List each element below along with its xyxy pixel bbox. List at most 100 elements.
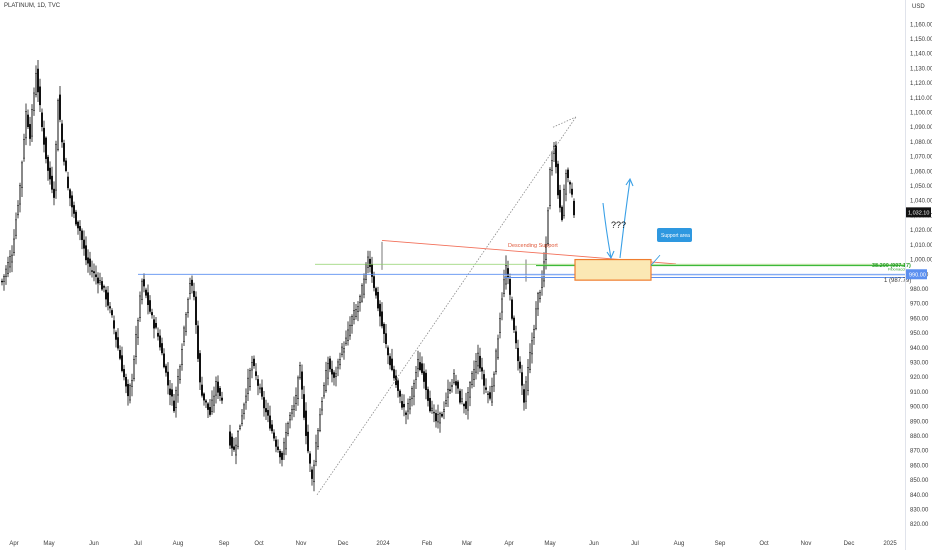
price-tick-label: 930.00: [910, 360, 929, 366]
candle-body: [567, 169, 569, 178]
candle: [451, 379, 453, 393]
candle-body: [331, 368, 333, 375]
arrow-down-head: [606, 250, 615, 260]
candle-body: [45, 137, 47, 159]
candle: [61, 119, 63, 148]
price-tick-label: 1,020.00: [910, 228, 932, 234]
candle: [473, 360, 475, 388]
candle-body: [81, 230, 83, 240]
candle: [433, 404, 435, 423]
candle: [413, 379, 415, 406]
candle: [197, 320, 199, 363]
candle-body: [337, 361, 339, 369]
candle-body: [545, 244, 547, 260]
candle-body: [185, 314, 187, 332]
candle-body: [199, 353, 201, 383]
candle-body: [311, 469, 313, 479]
candle: [109, 302, 111, 314]
candle: [177, 368, 179, 403]
candle-body: [491, 386, 493, 403]
candle: [133, 355, 135, 382]
candle: [341, 342, 343, 358]
time-tick-label: 2025: [883, 541, 897, 547]
candle-body: [153, 319, 155, 329]
candle: [187, 297, 189, 318]
candle: [255, 363, 257, 381]
candle-body: [471, 373, 473, 386]
candle-body: [91, 270, 93, 272]
candle-body: [221, 397, 223, 401]
candle: [359, 294, 361, 312]
support-area-label: Support area: [661, 233, 690, 239]
candle-body: [201, 384, 203, 396]
candle: [169, 380, 171, 406]
candle-body: [49, 167, 51, 180]
candle: [315, 434, 317, 467]
candle: [531, 332, 533, 364]
candle: [35, 65, 37, 98]
candle-body: [303, 394, 305, 418]
candle-body: [461, 398, 463, 402]
candle-body: [479, 355, 481, 369]
candle: [419, 352, 421, 372]
candle-body: [473, 369, 475, 380]
candle-body: [163, 353, 165, 368]
candle: [243, 402, 245, 420]
candle-body: [155, 323, 157, 328]
candle: [159, 329, 161, 351]
candle-body: [253, 358, 255, 366]
candle: [415, 365, 417, 389]
candle: [145, 287, 147, 299]
candle: [41, 108, 43, 132]
candle-body: [141, 280, 143, 300]
candle-body: [247, 377, 249, 394]
candle-body: [133, 359, 135, 379]
time-axis[interactable]: Apr May Jun Jul Aug Sep Oct Nov Dec 2024 Feb Mar Apr…: [9, 541, 897, 547]
candle: [561, 205, 563, 222]
candle: [283, 437, 285, 460]
time-tick-label: Jun: [589, 541, 599, 547]
candle: [49, 161, 51, 185]
time-tick-label: Oct: [254, 541, 264, 547]
candle-body: [349, 324, 351, 337]
candle: [165, 363, 167, 377]
candle-body: [507, 268, 509, 278]
candle-body: [165, 365, 167, 373]
price-axis[interactable]: 820.00 830.00 840.00 850.00 860.00 870.00 880.…: [905, 0, 932, 550]
price-tick-label: 1,010.00: [910, 243, 932, 249]
candle: [309, 451, 311, 473]
candle: [363, 273, 365, 299]
price-tick-label: 860.00: [910, 463, 929, 469]
price-tick-label: 1,000.00: [910, 258, 932, 264]
time-tick-label: Sep: [715, 541, 726, 547]
candle: [259, 383, 261, 394]
candle-body: [41, 112, 43, 127]
candle: [281, 450, 283, 467]
candle: [209, 399, 211, 417]
candle: [285, 422, 287, 456]
candle: [45, 136, 47, 164]
candle: [333, 370, 335, 386]
candle-body: [293, 405, 295, 410]
candle: [107, 285, 109, 311]
candle-body: [403, 403, 405, 408]
candle-body: [9, 256, 11, 268]
candle: [311, 466, 313, 486]
candle: [511, 296, 513, 321]
candle-body: [245, 395, 247, 403]
candle: [53, 181, 55, 206]
candle: [475, 353, 477, 380]
candle: [557, 160, 559, 199]
candle: [289, 412, 291, 429]
candle-body: [493, 373, 495, 387]
candle-body: [373, 276, 375, 288]
candle: [431, 400, 433, 414]
candle: [379, 300, 381, 327]
candle-body: [173, 400, 175, 412]
candle: [99, 272, 101, 286]
candlestick-series: [1, 59, 575, 492]
candle: [119, 345, 121, 361]
candle: [9, 250, 11, 273]
fib-level-label: 38.200 (997.17): [872, 263, 911, 269]
